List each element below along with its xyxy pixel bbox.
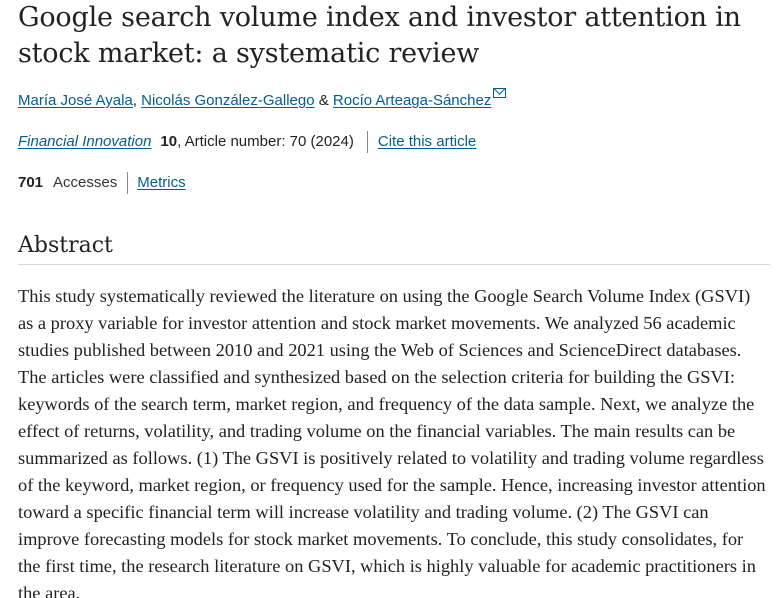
accesses-count: 701 — [18, 174, 44, 191]
metrics-link[interactable]: Metrics — [137, 174, 186, 191]
author-link-ayala[interactable]: María José Ayala — [18, 92, 133, 109]
author-link-arteaga-sanchez[interactable]: Rocío Arteaga-Sánchez — [332, 92, 492, 109]
divider — [366, 131, 368, 153]
abstract-heading: Abstract — [18, 232, 770, 265]
abstract-text: This study systematically reviewed the l… — [18, 286, 766, 598]
article-header: Google search volume index and investor … — [18, 0, 776, 598]
envelope-icon[interactable] — [493, 88, 507, 98]
cite-this-article-link[interactable]: Cite this article — [377, 133, 477, 150]
journal-link[interactable]: Financial Innovation — [18, 133, 152, 150]
author-list: María José Ayala, Nicolás González-Galle… — [18, 88, 776, 111]
volume-number: 10 — [160, 133, 178, 150]
article-number: , Article number: 70 (2024) — [177, 133, 354, 150]
citation-line: Financial Innovation 10 , Article number… — [18, 131, 776, 153]
article-title: Google search volume index and investor … — [18, 2, 741, 69]
author-separator: & — [314, 92, 333, 109]
author-separator: , — [132, 92, 142, 109]
divider — [127, 172, 129, 194]
accesses-label: Accesses — [53, 174, 118, 191]
metrics-row: 701 Accesses Metrics — [18, 172, 776, 194]
author-link-gonzalez-gallego[interactable]: Nicolás González-Gallego — [141, 92, 315, 109]
